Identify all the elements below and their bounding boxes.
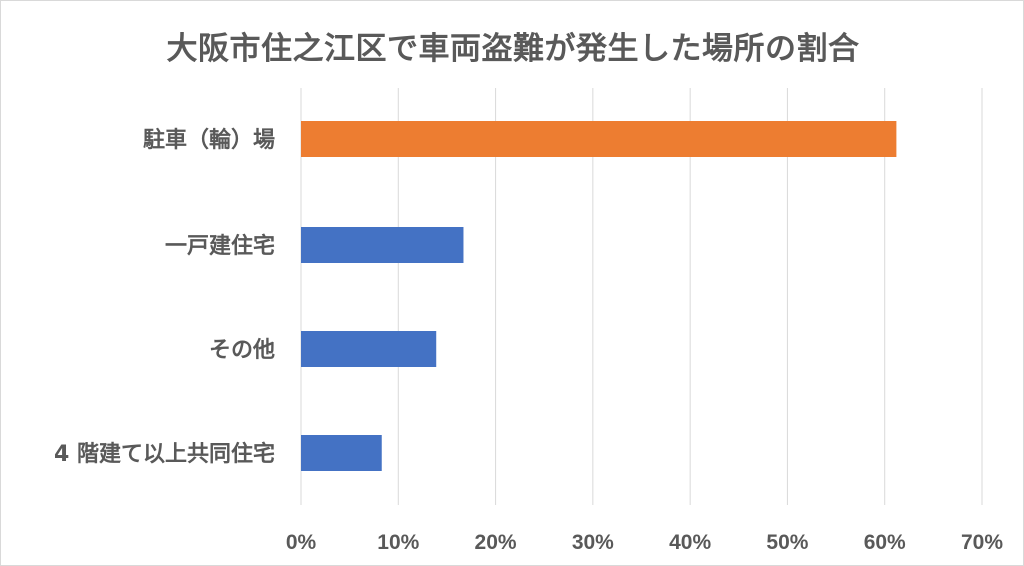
chart-title: 大阪市住之江区で車両盗難が発生した場所の割合 xyxy=(166,31,860,67)
category-label: 駐車（輪）場 xyxy=(143,127,275,153)
x-tick-label: 40% xyxy=(669,531,711,554)
category-label: 一戸建住宅 xyxy=(165,233,275,259)
x-tick-label: 70% xyxy=(961,531,1003,554)
bar xyxy=(301,121,897,157)
x-tick-label: 20% xyxy=(475,531,517,554)
category-label: その他 xyxy=(209,338,275,363)
bar xyxy=(301,435,382,471)
bar xyxy=(301,331,437,367)
x-tick-label: 60% xyxy=(864,531,906,554)
category-label: 4 階建て以上共同住宅 xyxy=(54,441,275,467)
bar xyxy=(301,227,464,263)
x-tick-label: 50% xyxy=(766,531,808,554)
x-tick-label: 30% xyxy=(572,531,614,554)
x-tick-label: 10% xyxy=(377,531,419,554)
x-tick-label: 0% xyxy=(286,531,317,554)
